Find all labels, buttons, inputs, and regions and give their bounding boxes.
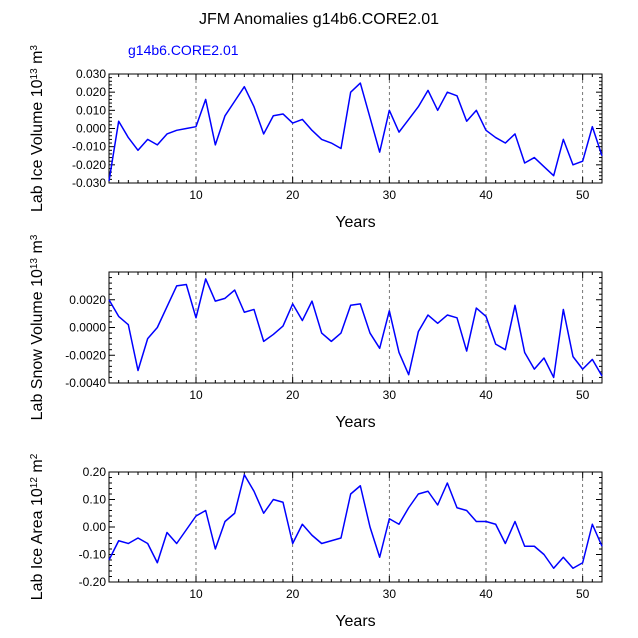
y-tick-label: -0.0040: [65, 376, 106, 390]
y-axis-label-part: m: [29, 51, 46, 69]
y-tick-label: -0.020: [72, 158, 106, 172]
y-axis-label-superscript: 13: [29, 258, 40, 270]
x-axis-label: Years: [335, 613, 375, 630]
x-axis-label: Years: [335, 214, 375, 231]
panel-ice-area: 10 20 30 40 50 -0.20 -0.10 0.00 0.10 0.20 Years Lab…: [29, 453, 603, 630]
panel-snow-volume: 10 20 30 40 50 -0.0040 -0.0020 0.0000 0.0020 Year…: [29, 234, 603, 431]
x-tick-label: 30: [383, 587, 397, 601]
axes-frame: [108, 271, 603, 384]
legend-label: g14b6.CORE2.01: [128, 42, 239, 58]
series-line: [108, 474, 603, 569]
x-tick-label: 10: [189, 587, 203, 601]
y-axis-label-part: Lab Snow Volume 10: [29, 269, 46, 420]
axes-frame: [108, 471, 603, 583]
x-tick-label: 40: [479, 388, 493, 402]
y-tick-label: 0.10: [83, 493, 107, 507]
y-axis-label-superscript: 3: [29, 234, 40, 240]
series-line: [108, 82, 603, 182]
y-tick-label: 0.020: [76, 85, 106, 99]
x-tick-label: 40: [479, 587, 493, 601]
x-tick-label: 50: [576, 388, 590, 402]
series-line: [108, 278, 603, 379]
y-axis-label-superscript: 3: [29, 45, 40, 51]
y-axis-label: Lab Snow Volume 1013 m3: [29, 234, 47, 420]
y-axis-label-part: Lab Ice Area 10: [29, 488, 46, 600]
y-axis-label-superscript: 2: [29, 453, 40, 459]
y-tick-label: -0.030: [72, 176, 106, 190]
x-tick-label: 50: [576, 587, 590, 601]
x-tick-label: 50: [576, 188, 590, 202]
y-tick-label: 0.0020: [69, 293, 106, 307]
y-axis-label-part: m: [29, 459, 46, 477]
y-tick-label: 0.030: [76, 67, 106, 81]
x-tick-label: 30: [383, 188, 397, 202]
y-axis-label-superscript: 13: [29, 68, 40, 80]
y-tick-label: 0.00: [83, 520, 107, 534]
y-tick-label: 0.000: [76, 122, 106, 136]
y-tick-label: -0.0020: [65, 348, 106, 362]
y-axis-label-part: Lab Ice Volume 10: [29, 79, 46, 212]
y-axis-label: Lab Ice Volume 1013 m3: [29, 45, 47, 212]
y-tick-label: 0.0000: [69, 321, 106, 335]
y-axis-label: Lab Ice Area 1012 m2: [29, 453, 47, 600]
y-tick-label: -0.20: [79, 575, 107, 589]
y-axis-label-part: m: [29, 240, 46, 258]
x-tick-label: 20: [286, 188, 300, 202]
x-tick-label: 40: [479, 188, 493, 202]
y-tick-label: -0.010: [72, 140, 106, 154]
y-axis-label-superscript: 12: [29, 477, 40, 489]
y-tick-label: -0.10: [79, 548, 107, 562]
x-axis-label: Years: [335, 414, 375, 431]
x-tick-label: 20: [286, 587, 300, 601]
x-tick-label: 10: [189, 188, 203, 202]
panel-ice-volume: 10 20 30 40 50 -0.030 -0.020 -0.010 0.000 0.010 0.…: [29, 45, 603, 231]
x-tick-label: 10: [189, 388, 203, 402]
y-tick-label: 0.010: [76, 103, 106, 117]
y-tick-label: 0.20: [83, 465, 107, 479]
x-tick-label: 20: [286, 388, 300, 402]
chart-title: JFM Anomalies g14b6.CORE2.01: [199, 11, 439, 28]
x-tick-label: 30: [383, 388, 397, 402]
